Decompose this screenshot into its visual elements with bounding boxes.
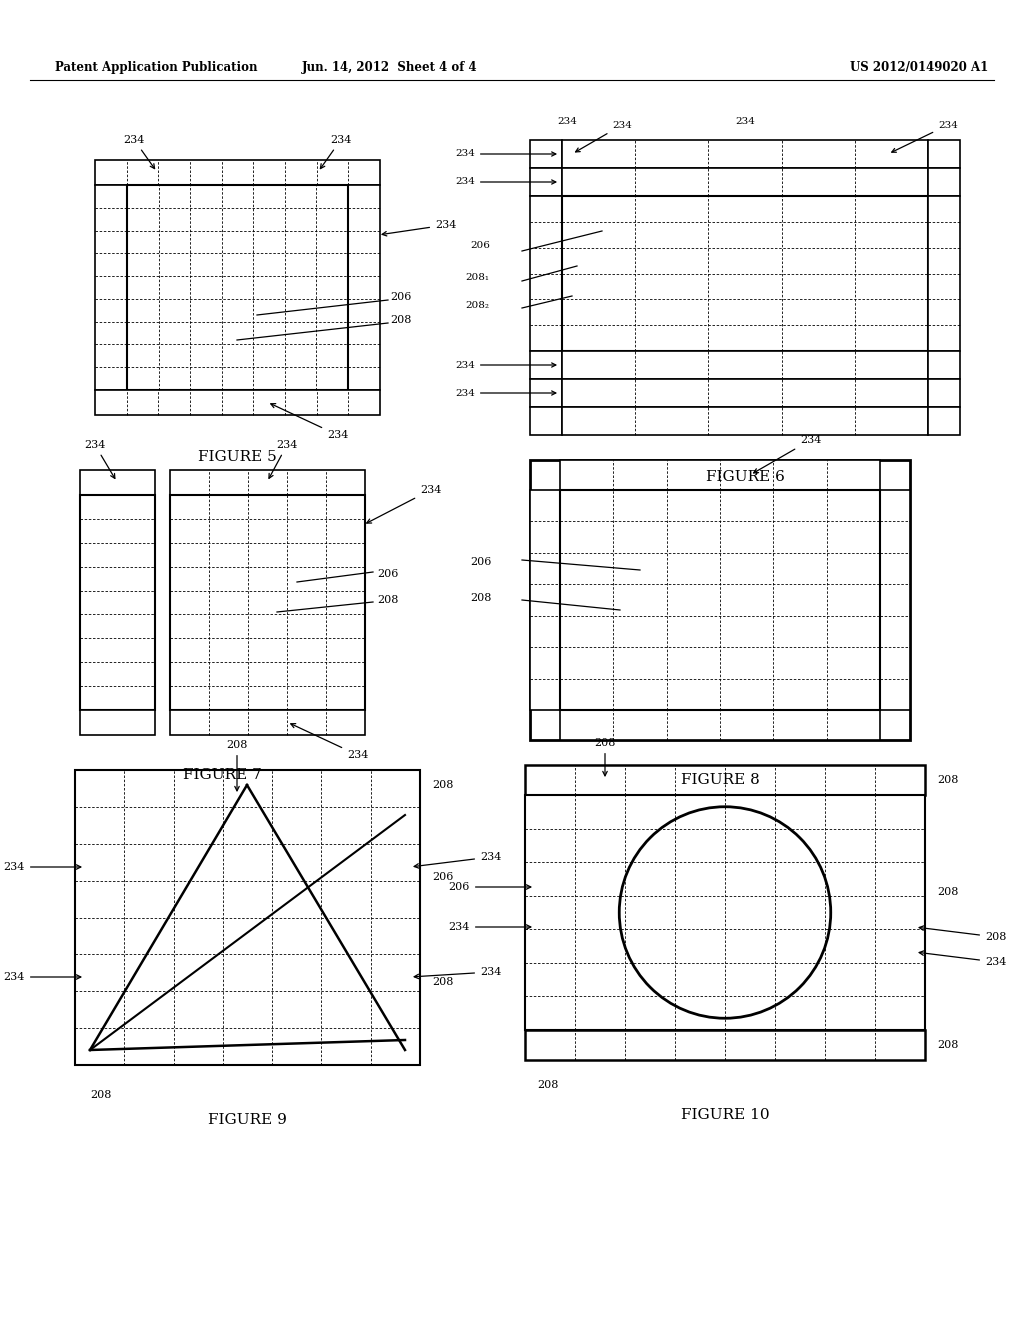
Text: 234: 234 xyxy=(321,135,351,169)
Text: 234: 234 xyxy=(575,120,632,152)
Bar xyxy=(95,185,127,389)
Bar xyxy=(170,470,365,495)
Bar xyxy=(525,795,925,1030)
Text: 208: 208 xyxy=(470,593,492,603)
Bar xyxy=(562,168,928,195)
Bar xyxy=(560,490,880,710)
Text: 234: 234 xyxy=(455,360,556,370)
Text: Patent Application Publication: Patent Application Publication xyxy=(55,62,257,74)
Bar xyxy=(530,168,562,195)
Bar xyxy=(880,490,910,710)
Text: 208: 208 xyxy=(390,315,412,325)
Text: 234: 234 xyxy=(367,484,441,523)
Text: 208: 208 xyxy=(937,775,958,785)
Bar xyxy=(530,195,562,351)
Text: 206: 206 xyxy=(470,242,489,251)
Text: 206: 206 xyxy=(449,882,530,892)
Bar xyxy=(525,766,925,795)
Text: 208: 208 xyxy=(226,741,248,791)
Bar xyxy=(530,351,562,379)
Bar xyxy=(348,185,380,389)
Text: 234: 234 xyxy=(449,921,530,932)
Bar xyxy=(928,168,961,195)
Bar xyxy=(75,770,420,1065)
Bar xyxy=(525,1030,925,1060)
Text: 208: 208 xyxy=(937,887,958,898)
Bar xyxy=(80,495,155,710)
Bar xyxy=(928,407,961,436)
Bar xyxy=(928,351,961,379)
Text: 234: 234 xyxy=(920,950,1007,968)
Bar xyxy=(80,710,155,735)
Bar xyxy=(928,379,961,407)
Text: 234: 234 xyxy=(455,149,556,158)
Bar xyxy=(562,351,928,379)
Text: 208: 208 xyxy=(377,595,398,605)
Text: 208: 208 xyxy=(937,1040,958,1049)
Text: 234: 234 xyxy=(557,117,577,127)
Text: 206: 206 xyxy=(432,873,454,882)
Bar xyxy=(562,407,928,436)
Text: 208: 208 xyxy=(594,738,615,776)
Text: FIGURE 6: FIGURE 6 xyxy=(706,470,784,484)
Bar xyxy=(170,710,365,735)
Text: 234: 234 xyxy=(124,135,155,169)
Text: 234: 234 xyxy=(455,388,556,397)
Text: 234: 234 xyxy=(4,972,81,982)
Bar xyxy=(530,407,562,436)
Text: 208: 208 xyxy=(90,1090,112,1100)
Text: Jun. 14, 2012  Sheet 4 of 4: Jun. 14, 2012 Sheet 4 of 4 xyxy=(302,62,478,74)
Bar xyxy=(530,140,562,168)
Text: 234: 234 xyxy=(414,851,502,869)
Bar xyxy=(127,185,348,389)
Bar xyxy=(530,490,560,710)
Text: 208₁: 208₁ xyxy=(465,273,489,282)
Bar xyxy=(170,495,365,710)
Text: 208: 208 xyxy=(432,780,454,789)
Text: 234: 234 xyxy=(455,177,556,186)
Text: US 2012/0149020 A1: US 2012/0149020 A1 xyxy=(850,62,988,74)
Bar xyxy=(562,140,928,168)
Bar xyxy=(80,470,155,495)
Text: FIGURE 5: FIGURE 5 xyxy=(198,450,276,465)
Text: FIGURE 10: FIGURE 10 xyxy=(681,1107,769,1122)
Bar xyxy=(562,195,928,351)
Bar xyxy=(928,195,961,351)
Text: 234: 234 xyxy=(414,968,502,978)
Text: 208₂: 208₂ xyxy=(465,301,489,309)
Bar xyxy=(95,389,380,414)
Bar xyxy=(530,379,562,407)
Text: FIGURE 7: FIGURE 7 xyxy=(182,768,261,781)
Text: 234: 234 xyxy=(892,120,957,152)
Text: 234: 234 xyxy=(735,117,755,127)
Text: 208: 208 xyxy=(537,1080,558,1090)
Text: 208: 208 xyxy=(920,925,1007,942)
Text: 206: 206 xyxy=(377,569,398,579)
Text: 234: 234 xyxy=(84,440,115,478)
Text: 206: 206 xyxy=(390,292,412,302)
Text: FIGURE 8: FIGURE 8 xyxy=(681,774,760,787)
Bar xyxy=(560,459,880,490)
Bar xyxy=(95,160,380,185)
Text: 234: 234 xyxy=(382,220,457,236)
Text: FIGURE 9: FIGURE 9 xyxy=(208,1113,287,1127)
Bar xyxy=(562,379,928,407)
Text: 234: 234 xyxy=(754,436,821,473)
Text: 208: 208 xyxy=(432,977,454,987)
Text: 234: 234 xyxy=(270,404,348,440)
Bar xyxy=(928,140,961,168)
Bar xyxy=(530,459,910,741)
Text: 234: 234 xyxy=(269,440,298,478)
Text: 234: 234 xyxy=(291,723,369,760)
Text: 234: 234 xyxy=(4,862,81,873)
Bar xyxy=(560,710,880,741)
Text: 206: 206 xyxy=(470,557,492,568)
